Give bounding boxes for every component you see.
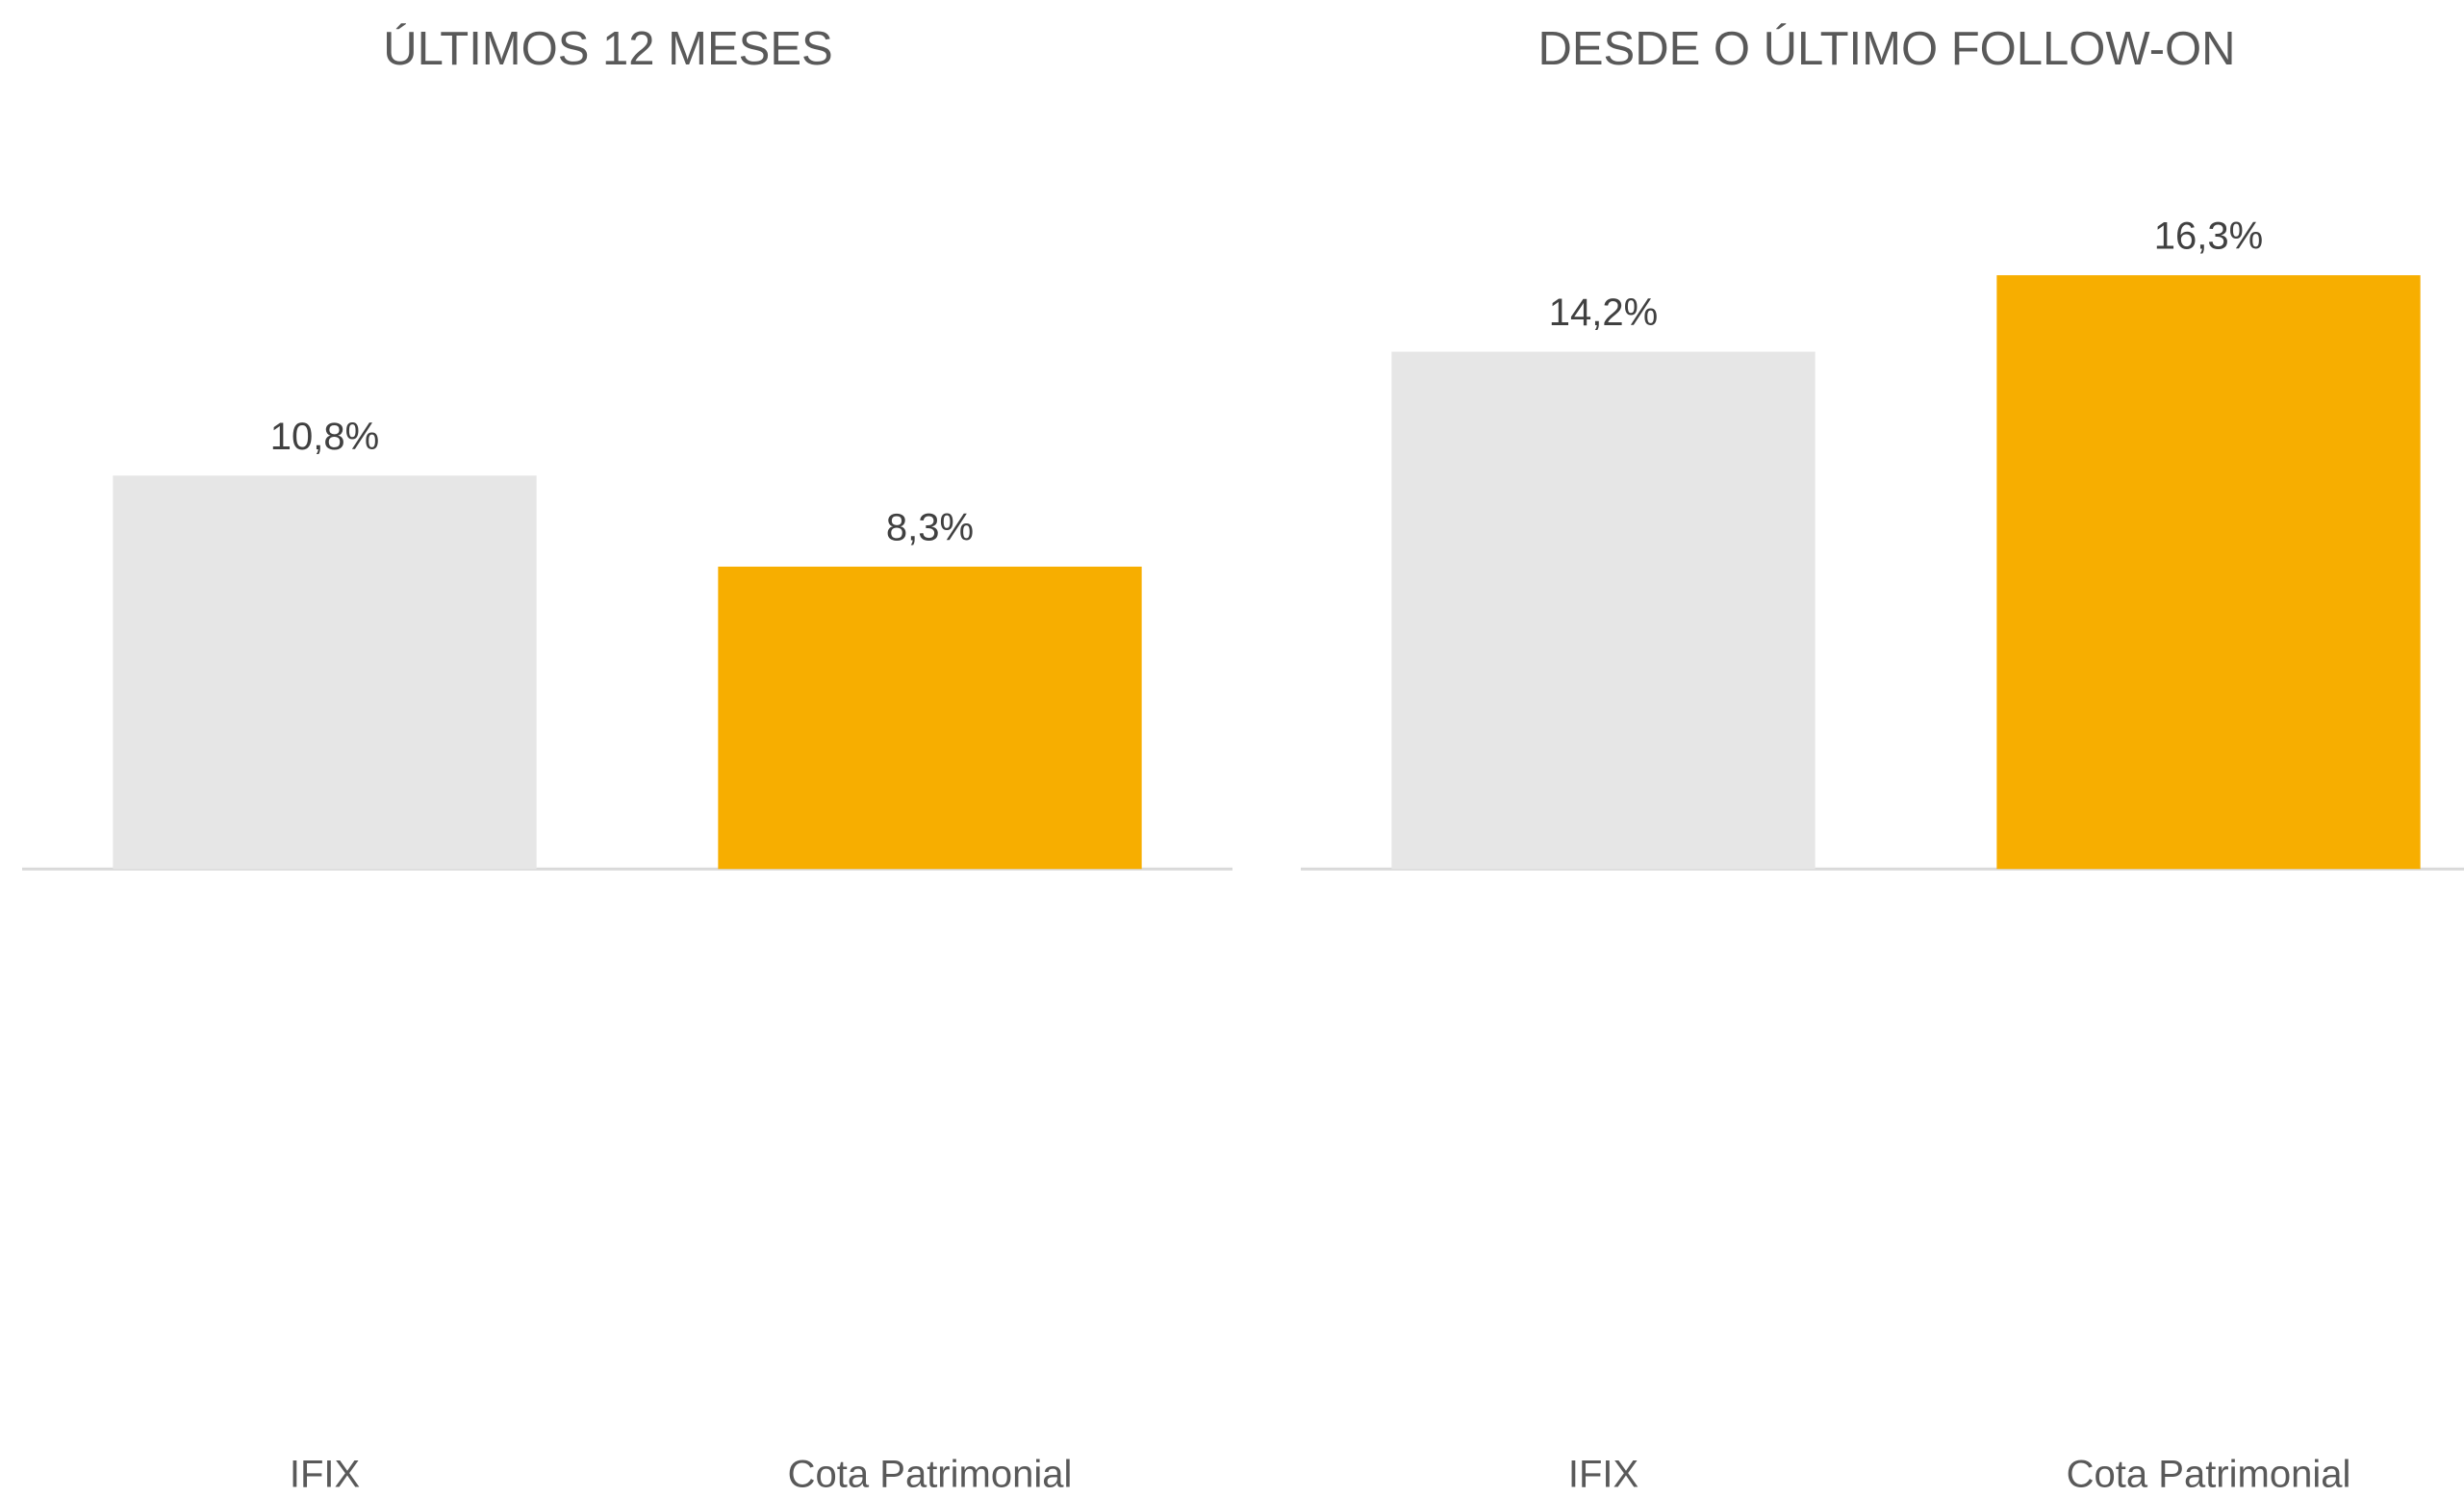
chart-title: ÚLTIMOS 12 MESES	[383, 23, 832, 75]
x-tick-label: Cota Patrimonial	[2067, 1454, 2351, 1496]
data-label: 10,8%	[270, 416, 379, 458]
chart-title: DESDE O ÚLTIMO FOLLOW-ON	[1537, 23, 2235, 75]
bar	[718, 566, 1142, 870]
x-tick-label: IFIX	[1568, 1454, 1638, 1496]
data-label: 16,3%	[2154, 216, 2263, 258]
bar	[113, 475, 537, 870]
bar	[1391, 351, 1816, 870]
data-label: 8,3%	[886, 507, 974, 549]
x-tick-label: Cota Patrimonial	[788, 1454, 1073, 1496]
bar	[1996, 275, 2421, 870]
x-tick-label: IFIX	[290, 1454, 360, 1496]
data-label: 14,2%	[1549, 292, 1658, 334]
